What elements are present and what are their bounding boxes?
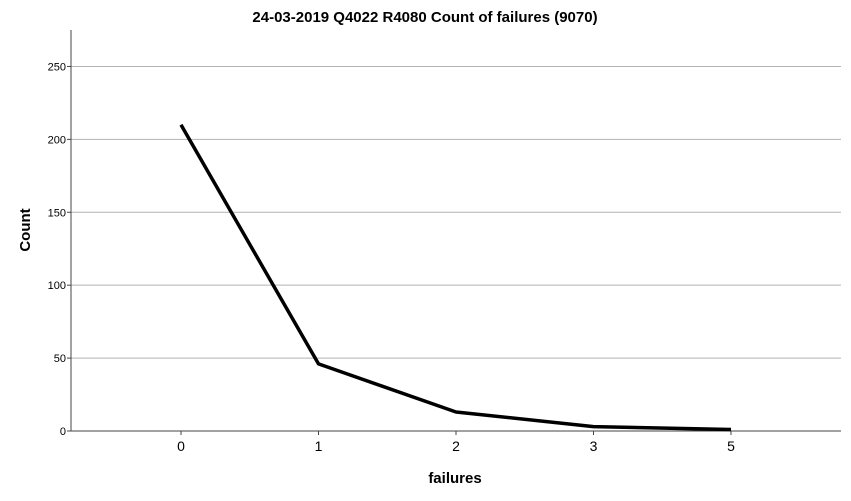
x-tick-label: 5 xyxy=(727,438,735,454)
y-axis-label: Count xyxy=(17,208,34,251)
series-line xyxy=(179,123,732,432)
y-tick-label: 150 xyxy=(48,207,66,219)
y-axis-ticks: 0 50 100 150 200 250 xyxy=(48,61,71,438)
x-tick-label: 0 xyxy=(177,438,185,454)
y-tick-label: 50 xyxy=(54,353,66,365)
chart-title: 24-03-2019 Q4022 R4080 Count of failures… xyxy=(252,9,597,26)
x-tick-label: 1 xyxy=(315,438,323,454)
y-tick-label: 200 xyxy=(48,134,66,146)
x-tick-label: 3 xyxy=(590,438,598,454)
y-tick-label: 250 xyxy=(48,61,66,73)
x-tick-label: 2 xyxy=(452,438,460,454)
x-axis-ticks: 0 1 2 3 5 xyxy=(177,431,735,454)
x-axis-label: failures xyxy=(428,470,481,487)
y-tick-label: 0 xyxy=(60,426,66,438)
series-layer xyxy=(179,123,732,432)
y-tick-label: 100 xyxy=(48,280,66,292)
gridlines xyxy=(71,65,841,359)
